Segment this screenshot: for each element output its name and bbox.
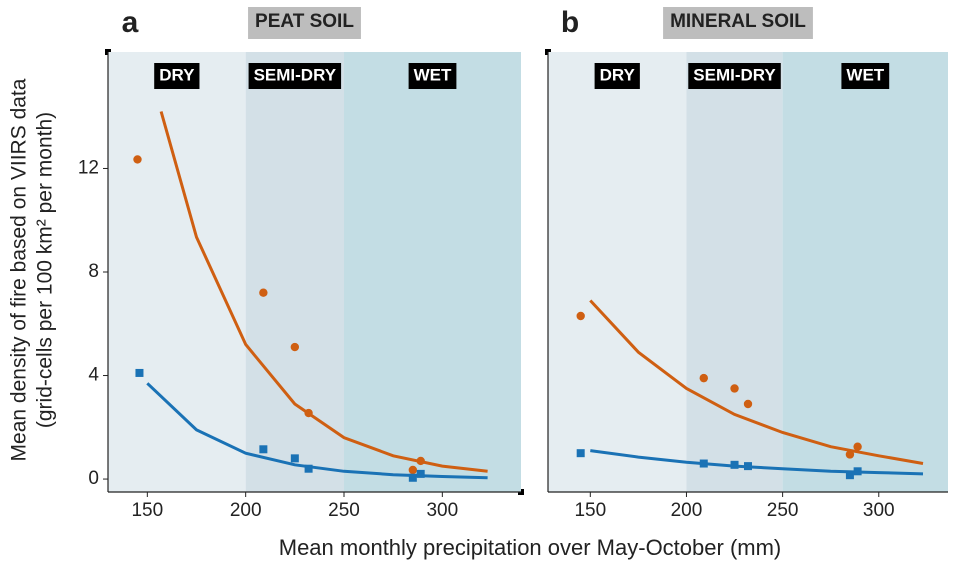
y-tick-label: 8 bbox=[88, 261, 99, 282]
fit-line bbox=[589, 299, 924, 465]
panel-title-box bbox=[663, 7, 813, 39]
point bbox=[408, 465, 418, 475]
point bbox=[408, 473, 417, 482]
y-tick-label: 12 bbox=[78, 157, 99, 178]
panel-title: MINERAL SOIL bbox=[670, 11, 806, 32]
zone-band bbox=[108, 52, 246, 492]
zone-label: WET bbox=[414, 65, 452, 84]
y-axis-label: Mean density of fire based on VIIRS data bbox=[8, 78, 31, 461]
zone-band bbox=[686, 52, 783, 492]
panel-letter: a bbox=[122, 6, 139, 39]
panel-letter: b bbox=[561, 6, 579, 39]
point bbox=[133, 155, 142, 164]
zone-label-box bbox=[841, 63, 890, 89]
panel: DRY SEMI-DRY WET PEAT SOIL a 150 200 250 300 0 4 8 1… bbox=[78, 6, 521, 521]
zone-label-box bbox=[688, 63, 781, 89]
fit-line bbox=[590, 449, 924, 476]
zone-label-box bbox=[408, 63, 457, 89]
x-tick-label: 200 bbox=[671, 500, 703, 521]
zone-label: DRY bbox=[159, 65, 195, 84]
point bbox=[290, 454, 299, 463]
x-tick-label: 300 bbox=[426, 500, 458, 521]
point bbox=[259, 288, 268, 297]
zone-band bbox=[782, 52, 948, 492]
panel-title-box bbox=[248, 7, 361, 39]
y-axis-label: (grid-cells per 100 km² per month) bbox=[34, 112, 57, 428]
panel: DRY SEMI-DRY WET MINERAL SOIL b 150 200 250 300 bbox=[547, 6, 948, 521]
point bbox=[304, 464, 313, 473]
point bbox=[730, 384, 739, 393]
point bbox=[290, 342, 300, 352]
y-tick-label: 0 bbox=[88, 468, 99, 489]
point bbox=[135, 368, 144, 377]
x-tick-label: 200 bbox=[230, 500, 262, 521]
point bbox=[699, 373, 708, 383]
zone-label: SEMI-DRY bbox=[693, 65, 776, 84]
x-tick-label: 250 bbox=[767, 500, 799, 521]
point bbox=[259, 445, 268, 454]
zone-band bbox=[245, 52, 344, 492]
y-tick-label: 4 bbox=[88, 365, 99, 386]
zone-band bbox=[344, 52, 521, 492]
zone-label-box bbox=[154, 63, 200, 89]
zone-band bbox=[548, 52, 687, 492]
fit-line bbox=[159, 111, 488, 473]
x-tick-label: 300 bbox=[863, 500, 895, 521]
x-tick-label: 150 bbox=[574, 500, 606, 521]
point bbox=[416, 469, 425, 478]
point bbox=[576, 449, 585, 458]
point bbox=[845, 450, 855, 459]
zone-label-box bbox=[594, 63, 640, 89]
x-axis-label: Mean monthly precipitation over May-Octo… bbox=[279, 535, 782, 560]
zone-label-box bbox=[248, 63, 342, 89]
x-tick-label: 250 bbox=[328, 500, 360, 521]
point bbox=[853, 442, 862, 451]
point bbox=[845, 471, 854, 480]
point bbox=[576, 311, 585, 321]
point bbox=[743, 399, 753, 409]
zone-label: WET bbox=[846, 65, 884, 84]
zone-label: SEMI-DRY bbox=[254, 65, 337, 84]
x-tick-label: 150 bbox=[131, 500, 163, 521]
panel-title: PEAT SOIL bbox=[255, 11, 354, 32]
fit-line bbox=[146, 382, 488, 480]
zone-label: DRY bbox=[600, 65, 636, 84]
